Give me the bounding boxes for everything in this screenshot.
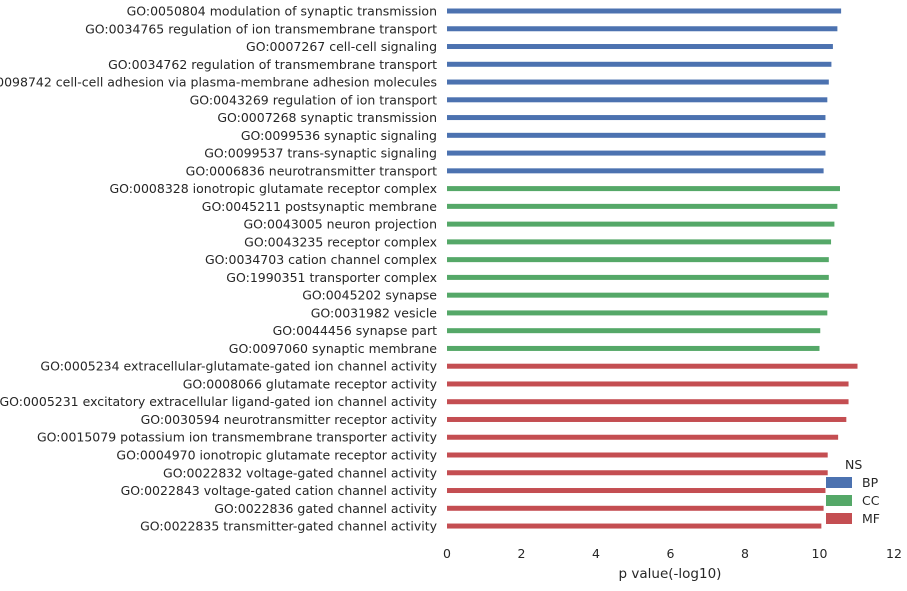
bar-cc (447, 221, 835, 227)
category-label: GO:0098742 cell-cell adhesion via plasma… (0, 75, 437, 90)
bar-mf (447, 488, 826, 494)
bar-mf (447, 416, 847, 422)
bar-cc (447, 257, 829, 263)
category-label: GO:0044456 synapse part (273, 323, 437, 338)
bar-cc (447, 292, 829, 298)
bar-bp (447, 97, 828, 103)
bar-bp (447, 8, 842, 14)
bar-cc (447, 345, 820, 351)
legend-label-mf: MF (862, 511, 880, 526)
category-label: GO:0008066 glutamate receptor activity (183, 376, 438, 391)
category-label: GO:0005234 extracellular-glutamate-gated… (40, 359, 437, 374)
category-label: GO:0022843 voltage-gated cation channel … (121, 483, 438, 498)
bar-mf (447, 381, 849, 387)
category-label: GO:0097060 synaptic membrane (229, 341, 438, 356)
bar-bp (447, 79, 829, 85)
x-tick-label: 4 (592, 546, 600, 561)
bar-mf (447, 363, 858, 369)
x-tick-label: 6 (667, 546, 675, 561)
category-label: GO:0034762 regulation of transmembrane t… (108, 57, 437, 72)
category-label: GO:0022832 voltage-gated channel activit… (163, 465, 438, 480)
legend-swatch-cc (826, 495, 852, 506)
bar-cc (447, 328, 821, 334)
bar-mf (447, 470, 828, 476)
legend-title: NS (845, 457, 862, 472)
bar-mf (447, 399, 849, 405)
bar-bp (447, 168, 824, 174)
category-label: GO:0005231 excitatory extracellular liga… (0, 394, 438, 409)
legend-label-bp: BP (862, 475, 879, 490)
bar-mf (447, 452, 828, 458)
category-label: GO:1990351 transporter complex (226, 270, 437, 285)
bar-cc (447, 203, 838, 209)
x-axis-ticks: 0 2 4 6 8 10 12 (443, 546, 902, 561)
category-label: GO:0043005 neuron projection (243, 217, 437, 232)
category-label: GO:0008328 ionotropic glutamate receptor… (110, 181, 438, 196)
category-label: GO:0045211 postsynaptic membrane (202, 199, 438, 214)
category-label: GO:0043235 receptor complex (244, 234, 437, 249)
bar-bp (447, 132, 826, 138)
bar-mf (447, 434, 839, 440)
bar-bp (447, 61, 832, 67)
bar-bp (447, 44, 833, 50)
x-tick-label: 2 (518, 546, 526, 561)
category-label: GO:0022836 gated channel activity (214, 501, 437, 516)
bars-layer (447, 8, 858, 529)
category-label: GO:0015079 potassium ion transmembrane t… (37, 430, 438, 445)
legend-entries: BP CC MF (826, 475, 880, 526)
bar-cc (447, 310, 828, 316)
bar-mf (447, 523, 822, 529)
category-label: GO:0004970 ionotropic glutamate receptor… (116, 448, 437, 463)
category-label: GO:0022835 transmitter-gated channel act… (140, 519, 437, 534)
legend-label-cc: CC (862, 493, 880, 508)
category-label: GO:0030594 neurotransmitter receptor act… (141, 412, 438, 427)
category-label: GO:0007267 cell-cell signaling (246, 39, 437, 54)
legend: NS BP CC MF (826, 457, 880, 526)
category-label: GO:0043269 regulation of ion transport (190, 92, 438, 107)
category-label: GO:0099536 synaptic signaling (241, 128, 437, 143)
x-axis-title: p value(-log10) (619, 566, 722, 582)
category-label: GO:0099537 trans-synaptic signaling (204, 146, 437, 161)
bar-cc (447, 186, 840, 192)
x-tick-label: 12 (886, 546, 902, 561)
x-tick-label: 0 (443, 546, 451, 561)
category-label: GO:0007268 synaptic transmission (217, 110, 437, 125)
legend-swatch-mf (826, 513, 852, 524)
bar-cc (447, 239, 832, 245)
x-tick-label: 10 (812, 546, 828, 561)
category-label: GO:0045202 synapse (302, 288, 437, 303)
bar-mf (447, 505, 824, 511)
bar-cc (447, 274, 829, 280)
bar-bp (447, 26, 838, 32)
category-label: GO:0031982 vesicle (311, 305, 438, 320)
legend-swatch-bp (826, 477, 852, 488)
category-labels: GO:0050804 modulation of synaptic transm… (0, 4, 438, 534)
x-tick-label: 8 (741, 546, 749, 561)
category-label: GO:0050804 modulation of synaptic transm… (127, 4, 437, 19)
category-label: GO:0006836 neurotransmitter transport (186, 163, 437, 178)
bar-bp (447, 150, 826, 156)
category-label: GO:0034765 regulation of ion transmembra… (85, 21, 437, 36)
bar-bp (447, 115, 826, 121)
category-label: GO:0034703 cation channel complex (205, 252, 437, 267)
